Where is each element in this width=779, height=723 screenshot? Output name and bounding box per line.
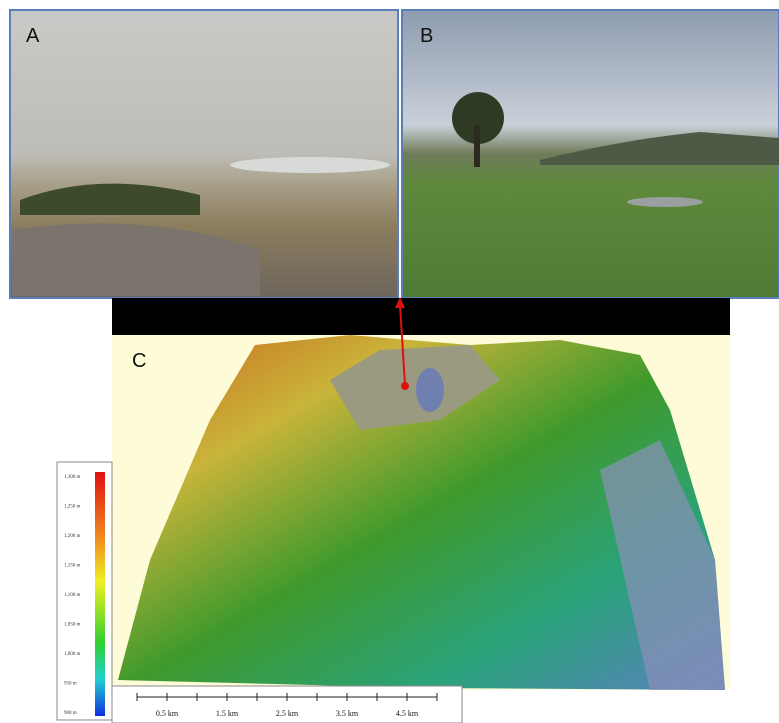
legend-label: 950 m <box>64 682 77 687</box>
color-bar <box>95 472 105 716</box>
legend-label: 1,100 m <box>64 593 81 598</box>
legend-label: 900 m <box>64 711 77 716</box>
legend-label: 1,200 m <box>64 534 81 539</box>
scale-label: 4.5 km <box>396 709 419 718</box>
tree-trunk <box>474 125 480 167</box>
legend-label: 1,050 m <box>64 623 81 628</box>
panel-label: A <box>26 25 40 47</box>
lake <box>416 368 444 412</box>
scale-label: 2.5 km <box>276 709 299 718</box>
figure: A B C 1,300 m 1,250 m 1,200 m 1,150 m 1,100 … <box>0 0 779 723</box>
scale-label: 1.5 km <box>216 709 239 718</box>
location-marker <box>401 382 409 390</box>
panel-label: C <box>132 350 146 372</box>
legend-label: 1,250 m <box>64 505 81 510</box>
scale-label: 3.5 km <box>336 709 359 718</box>
scale-label: 0.5 km <box>156 709 179 718</box>
black-band <box>112 298 730 335</box>
legend-label: 1,000 m <box>64 652 81 657</box>
panel-label: B <box>420 25 433 47</box>
pond <box>627 197 703 207</box>
legend-label: 1,300 m <box>64 475 81 480</box>
lake <box>230 157 390 173</box>
legend-label: 1,150 m <box>64 564 81 569</box>
